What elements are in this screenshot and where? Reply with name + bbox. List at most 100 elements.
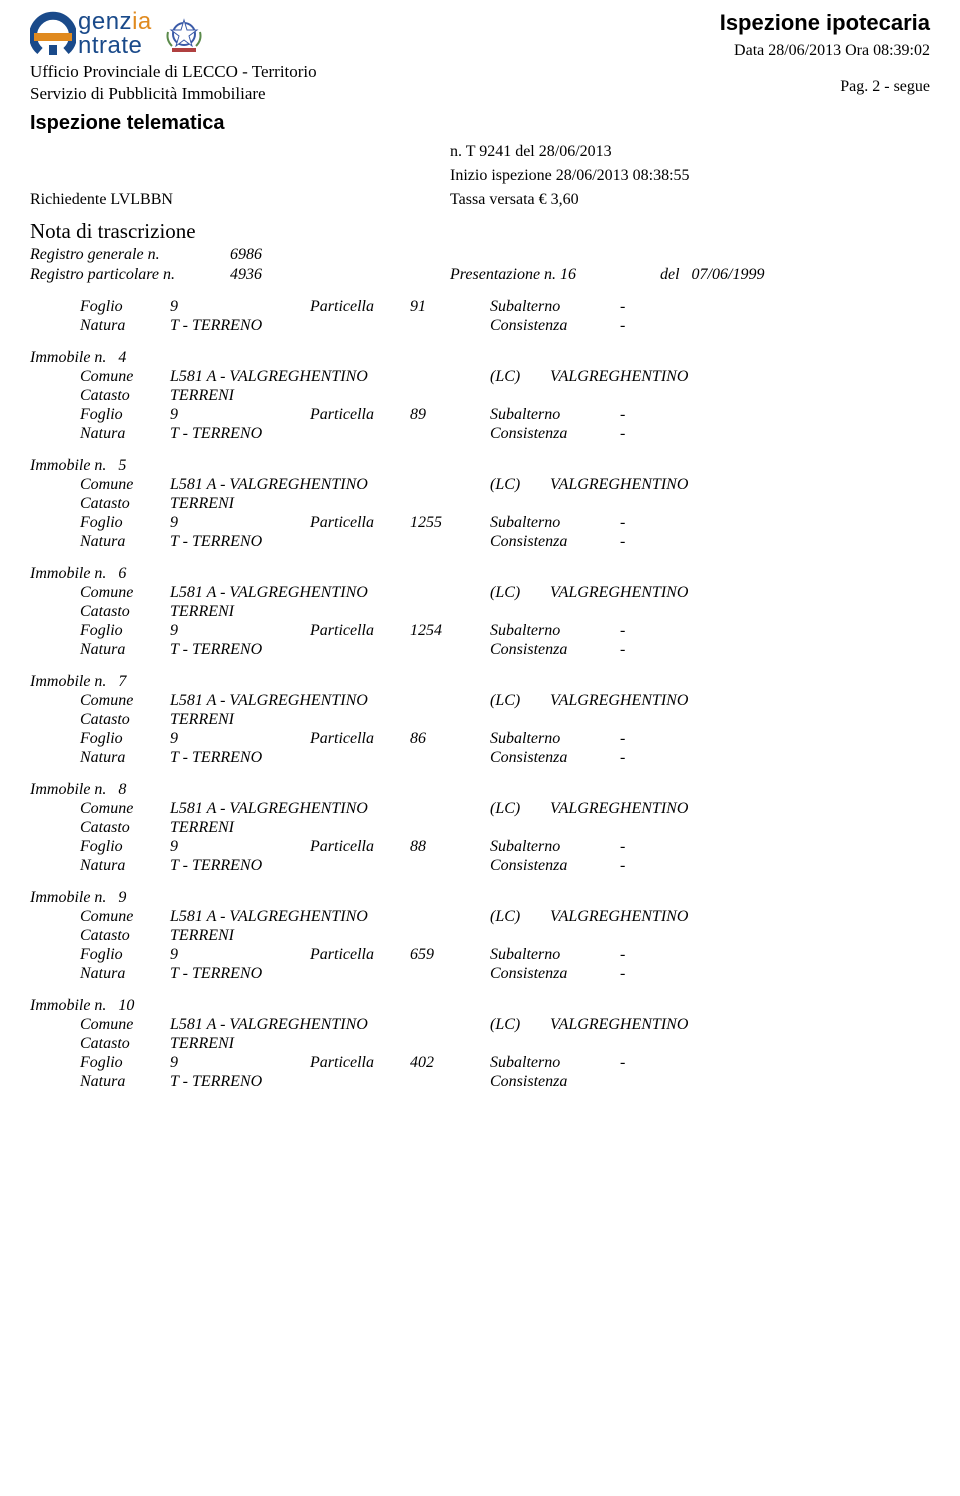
continuation-foglio-row: Foglio 9 Particella 91 Subalterno - — [80, 298, 930, 316]
foglio-label: Foglio — [80, 1054, 170, 1072]
catasto-value: TERRENI — [170, 819, 234, 837]
particella-label: Particella — [310, 622, 410, 640]
subalterno-label: Subalterno — [490, 946, 620, 964]
servizio-line: Servizio di Pubblicità Immobiliare — [30, 84, 317, 104]
subalterno-label: Subalterno — [490, 1054, 620, 1072]
header-left: genzia ntrate Ufficio Provinciale di LEC… — [30, 10, 317, 104]
subalterno-label: Subalterno — [490, 622, 620, 640]
subalterno-value: - — [620, 622, 660, 640]
foglio-row: Foglio9Particella1255Subalterno- — [30, 514, 930, 532]
comune-label: Comune — [80, 476, 170, 494]
provincia: (LC) — [490, 584, 550, 602]
subalterno-value: - — [620, 730, 660, 748]
catasto-row: CatastoTERRENI — [30, 819, 930, 837]
subalterno-value: - — [620, 946, 660, 964]
foglio-row: Foglio9Particella659Subalterno- — [30, 946, 930, 964]
particella-value: 1254 — [410, 622, 490, 640]
catasto-row: CatastoTERRENI — [30, 603, 930, 621]
consistenza-label: Consistenza — [490, 425, 620, 443]
page-header: genzia ntrate Ufficio Provinciale di LEC… — [30, 10, 930, 104]
del-value: 07/06/1999 — [692, 266, 765, 283]
foglio-label: Foglio — [80, 730, 170, 748]
presentazione-label: Presentazione n. 16 — [450, 266, 660, 284]
natura-value: T - TERRENO — [170, 1073, 490, 1091]
comune-row: ComuneL581 A - VALGREGHENTINO(LC)VALGREG… — [30, 1016, 930, 1034]
comune-label: Comune — [80, 368, 170, 386]
particella-label: Particella — [310, 730, 410, 748]
foglio-value: 9 — [170, 1054, 310, 1072]
logo-ia: ia — [132, 8, 152, 35]
foglio-label: Foglio — [80, 298, 170, 316]
header-right: Ispezione ipotecaria Data 28/06/2013 Ora… — [720, 10, 930, 96]
catasto-label: Catasto — [80, 819, 170, 837]
immobile-block: Immobile n. 7ComuneL581 A - VALGREGHENTI… — [30, 673, 930, 767]
registro-generale-label: Registro generale n. — [30, 246, 230, 264]
italy-emblem-icon — [162, 12, 206, 56]
provincia: (LC) — [490, 800, 550, 818]
subalterno-value: - — [620, 838, 660, 856]
natura-value: T - TERRENO — [170, 425, 490, 443]
provincia: (LC) — [490, 476, 550, 494]
registro-particolare-label: Registro particolare n. — [30, 266, 230, 284]
particella-label: Particella — [310, 298, 410, 316]
comune-label: Comune — [80, 584, 170, 602]
document-title: Ispezione ipotecaria — [720, 10, 930, 36]
natura-value: T - TERRENO — [170, 533, 490, 551]
particella-label: Particella — [310, 1054, 410, 1072]
inizio-ispezione: Inizio ispezione 28/06/2013 08:38:55 — [450, 167, 930, 185]
immobile-number: Immobile n. 9 — [30, 889, 930, 907]
nota-title: Nota di trascrizione — [30, 219, 930, 244]
comune-label: Comune — [80, 908, 170, 926]
foglio-value: 9 — [170, 838, 310, 856]
catasto-value: TERRENI — [170, 387, 234, 405]
catasto-value: TERRENI — [170, 927, 234, 945]
catasto-value: TERRENI — [170, 711, 234, 729]
natura-label: Natura — [80, 425, 170, 443]
localita: VALGREGHENTINO — [550, 584, 688, 602]
ispezione-title: Ispezione telematica — [30, 112, 930, 135]
catasto-label: Catasto — [80, 603, 170, 621]
immobile-block: Immobile n. 10ComuneL581 A - VALGREGHENT… — [30, 997, 930, 1091]
catasto-value: TERRENI — [170, 603, 234, 621]
particella-value: 91 — [410, 298, 490, 316]
logo-line-2: ntrate — [78, 34, 152, 58]
natura-value: T - TERRENO — [170, 965, 490, 983]
logo-text: genzia ntrate — [78, 10, 152, 58]
natura-value: T - TERRENO — [170, 317, 490, 335]
foglio-value: 9 — [170, 730, 310, 748]
localita: VALGREGHENTINO — [550, 800, 688, 818]
subalterno-label: Subalterno — [490, 514, 620, 532]
foglio-value: 9 — [170, 514, 310, 532]
comune-value: L581 A - VALGREGHENTINO — [170, 1016, 490, 1034]
particella-value: 402 — [410, 1054, 490, 1072]
catasto-row: CatastoTERRENI — [30, 927, 930, 945]
catasto-label: Catasto — [80, 1035, 170, 1053]
foglio-value: 9 — [170, 406, 310, 424]
foglio-label: Foglio — [80, 838, 170, 856]
comune-label: Comune — [80, 1016, 170, 1034]
date-time: Data 28/06/2013 Ora 08:39:02 — [720, 42, 930, 60]
ufficio-line: Ufficio Provinciale di LECCO - Territori… — [30, 62, 317, 82]
registro-generale-value: 6986 — [230, 246, 310, 264]
consistenza-label: Consistenza — [490, 1073, 620, 1091]
natura-label: Natura — [80, 533, 170, 551]
foglio-row: Foglio9Particella89Subalterno- — [30, 406, 930, 424]
richiedente: Richiedente LVLBBN — [30, 191, 450, 209]
immobile-number: Immobile n. 5 — [30, 457, 930, 475]
immobile-number: Immobile n. 4 — [30, 349, 930, 367]
ispezione-number: n. T 9241 del 28/06/2013 — [450, 143, 930, 161]
comune-value: L581 A - VALGREGHENTINO — [170, 476, 490, 494]
foglio-label: Foglio — [80, 514, 170, 532]
agenzia-entrate-icon — [30, 11, 76, 57]
consistenza-label: Consistenza — [490, 317, 620, 335]
natura-value: T - TERRENO — [170, 641, 490, 659]
foglio-row: Foglio9Particella402Subalterno- — [30, 1054, 930, 1072]
agenzia-entrate-logo: genzia ntrate — [30, 10, 152, 58]
comune-value: L581 A - VALGREGHENTINO — [170, 908, 490, 926]
catasto-label: Catasto — [80, 495, 170, 513]
natura-row: NaturaT - TERRENOConsistenza — [30, 1073, 930, 1091]
logo-enz: enz — [92, 8, 132, 35]
immobile-block: Immobile n. 5ComuneL581 A - VALGREGHENTI… — [30, 457, 930, 551]
consistenza-label: Consistenza — [490, 965, 620, 983]
subalterno-value: - — [620, 298, 660, 316]
